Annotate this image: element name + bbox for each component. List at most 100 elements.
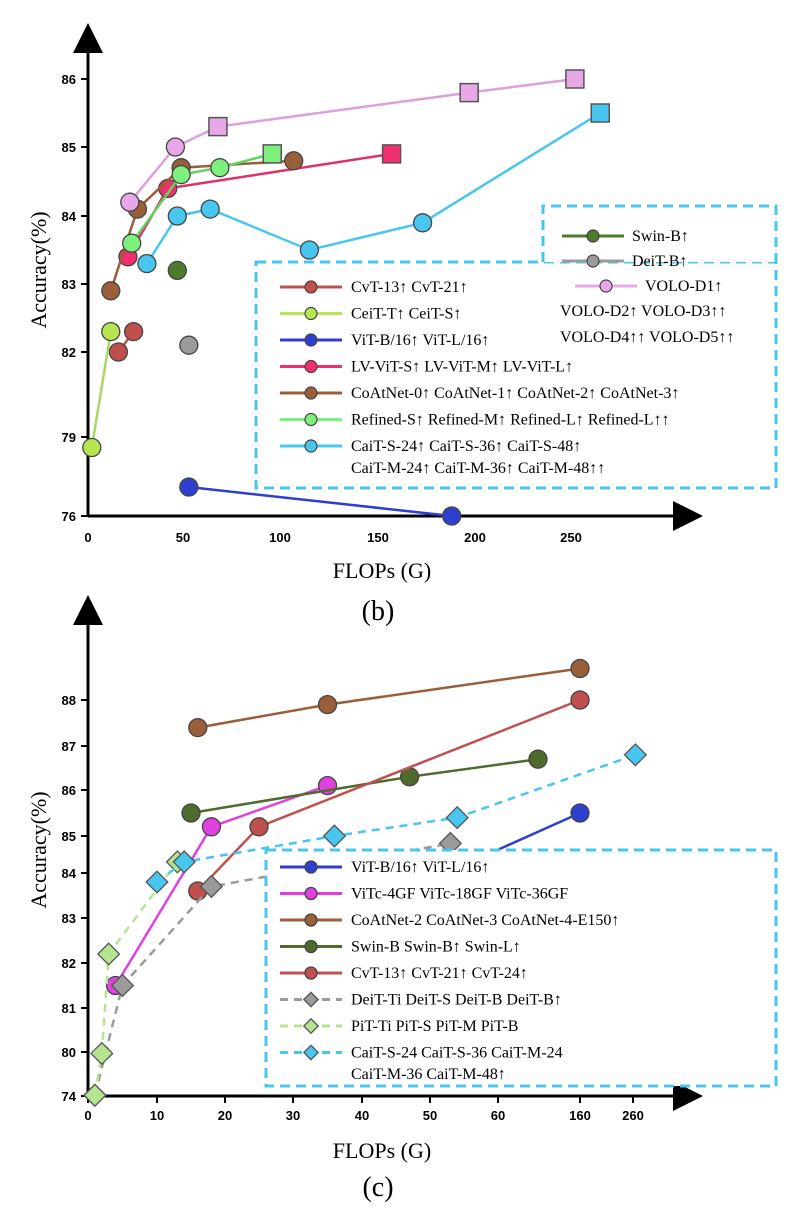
data-point-volo	[120, 192, 140, 212]
x-tick-b: 250	[560, 530, 582, 545]
y-tick-c: 83	[62, 911, 76, 926]
data-point-cait	[200, 199, 220, 219]
data-point-cait	[167, 206, 187, 226]
y-tick-c: 87	[62, 739, 76, 754]
data-point-volo	[565, 69, 585, 89]
chart-b: 0 50 100 150 200 250 76 79 82 83 84 85 86 FLOPs (G) Ac…	[26, 23, 778, 627]
y-tick-c: 80	[62, 1045, 76, 1060]
series-line-coatnet	[197, 667, 581, 729]
data-point-vit	[442, 506, 462, 526]
data-point-ceit	[101, 321, 121, 342]
x-tick-b: 100	[269, 530, 291, 545]
legend-marker-b1	[304, 359, 318, 374]
data-point-cvt	[249, 817, 269, 837]
data-point-swin	[528, 749, 548, 769]
legend-label-c: CoAtNet-2 CoAtNet-3 CoAtNet-4-E150↑	[351, 912, 619, 929]
series-line-ceit	[90, 331, 113, 448]
legend-label-b1: CoAtNet-0↑ CoAtNet-1↑ CoAtNet-2↑ CoAtNet…	[351, 385, 679, 402]
y-axis-title-b: Accuracy(%)	[26, 211, 51, 328]
data-point-swin-b	[167, 260, 187, 281]
y-axis-title-c: Accuracy(%)	[26, 791, 51, 908]
data-point-deit	[110, 973, 135, 998]
legend-marker-c	[302, 1044, 320, 1061]
legend-marker-b1	[304, 333, 318, 347]
legend-label-c: ViTc-4GF ViTc-18GF ViTc-36GF	[351, 886, 568, 903]
x-tick-c: 30	[286, 1108, 300, 1123]
legend-label-b1: CeiT-T↑ CeiT-S↑	[351, 306, 461, 323]
legend-marker-b1	[304, 280, 318, 294]
legend-marker-c	[304, 913, 318, 927]
legend-label-b2: Swin-B↑	[632, 228, 689, 245]
y-tick-b: 86	[62, 72, 76, 87]
data-point-cait	[299, 240, 320, 260]
data-point-vit	[570, 803, 590, 823]
legend-label-c: DeiT-Ti DeiT-S DeiT-B DeiT-B↑	[351, 992, 562, 1009]
y-tick-c: 82	[62, 956, 76, 971]
data-point-coatnet	[284, 151, 304, 171]
y-tick-c: 84	[62, 866, 77, 881]
x-tick-c: 60	[491, 1108, 505, 1123]
x-tick-c: 260	[622, 1108, 644, 1123]
legend-marker-c	[302, 1017, 320, 1035]
x-tick-c: 160	[569, 1108, 591, 1123]
x-tick-c: 40	[355, 1108, 369, 1123]
legend-label-b2-extra: VOLO-D2↑ VOLO-D3↑↑	[560, 303, 726, 320]
legend-label-b2: VOLO-D1↑	[645, 278, 722, 295]
data-point-cait	[172, 850, 196, 874]
legend-marker-b1	[304, 306, 318, 321]
x-tick-c: 0	[84, 1108, 91, 1123]
x-tick-b: 0	[84, 530, 91, 545]
data-point-coatnet	[101, 281, 121, 301]
data-point-volo	[459, 82, 479, 103]
data-point-pit	[83, 1083, 107, 1107]
legend-marker-b2	[586, 254, 600, 268]
y-tick-b: 82	[62, 345, 76, 360]
legend-label-b2: DeiT-B↑	[632, 253, 687, 270]
legend-label-c: ViT-B/16↑ ViT-L/16↑	[351, 859, 489, 876]
series-line-pit	[93, 861, 179, 1096]
y-tick-b: 85	[62, 140, 76, 155]
data-point-volo	[165, 137, 186, 157]
x-tick-c: 50	[423, 1108, 437, 1123]
x-tick-b: 200	[464, 530, 486, 545]
legend-marker-c	[304, 939, 318, 954]
legend-label-c: PiT-Ti PiT-S PiT-M PiT-B	[351, 1018, 518, 1035]
legend-marker-b2	[599, 279, 613, 293]
legend-label-b1: ViT-B/16↑ ViT-L/16↑	[351, 332, 489, 349]
legend-label-b1: Refined-S↑ Refined-M↑ Refined-L↑ Refined…	[351, 412, 670, 429]
legend-box-b1	[254, 260, 778, 490]
legend-box-c	[264, 848, 778, 1088]
x-axis-title-c: FLOPs (G)	[333, 1138, 431, 1163]
x-tick-c: 10	[150, 1108, 164, 1123]
data-point-cait	[412, 213, 433, 233]
legend-label-b1-extra: CaiT-M-24↑ CaiT-M-36↑ CaiT-M-48↑↑	[351, 460, 605, 477]
panel-label-b: (b)	[362, 596, 395, 627]
y-tick-c: 81	[62, 1001, 76, 1016]
legend-marker-c	[304, 966, 318, 980]
data-point-swin	[181, 803, 201, 823]
legend-marker-b1	[304, 439, 318, 453]
panel-label-c: (c)	[362, 1172, 393, 1203]
chart-c: 0 10 20 30 40 50 60 160 260 74 80 81 82 83 84 85 86 87 88 F…	[26, 595, 778, 1203]
data-point-coatnet	[570, 658, 590, 679]
x-tick-b: 50	[176, 530, 190, 545]
y-tick-b: 79	[62, 430, 76, 445]
series-line-vit	[188, 485, 452, 518]
legend-marker-c	[302, 991, 320, 1008]
data-point-coatnet	[188, 717, 208, 738]
legend-marker-c	[304, 860, 318, 874]
data-point-cait	[445, 805, 469, 830]
data-point-vitc	[201, 817, 222, 837]
x-axis-title-b: FLOPs (G)	[333, 558, 431, 583]
series-line-refined	[130, 152, 273, 244]
legend-label-c: Swin-B Swin-B↑ Swin-L↑	[351, 939, 521, 956]
data-point-cait	[623, 743, 648, 767]
legend-label-c: CvT-13↑ CvT-21↑ CvT-24↑	[351, 965, 528, 982]
data-point-cvt	[570, 690, 590, 710]
data-point-cvt	[108, 342, 129, 362]
data-point-pit	[96, 942, 121, 966]
legend-label-b2-extra: VOLO-D4↑↑ VOLO-D5↑↑	[560, 329, 734, 346]
data-point-vit	[179, 477, 199, 497]
y-tick-c: 85	[62, 829, 76, 844]
